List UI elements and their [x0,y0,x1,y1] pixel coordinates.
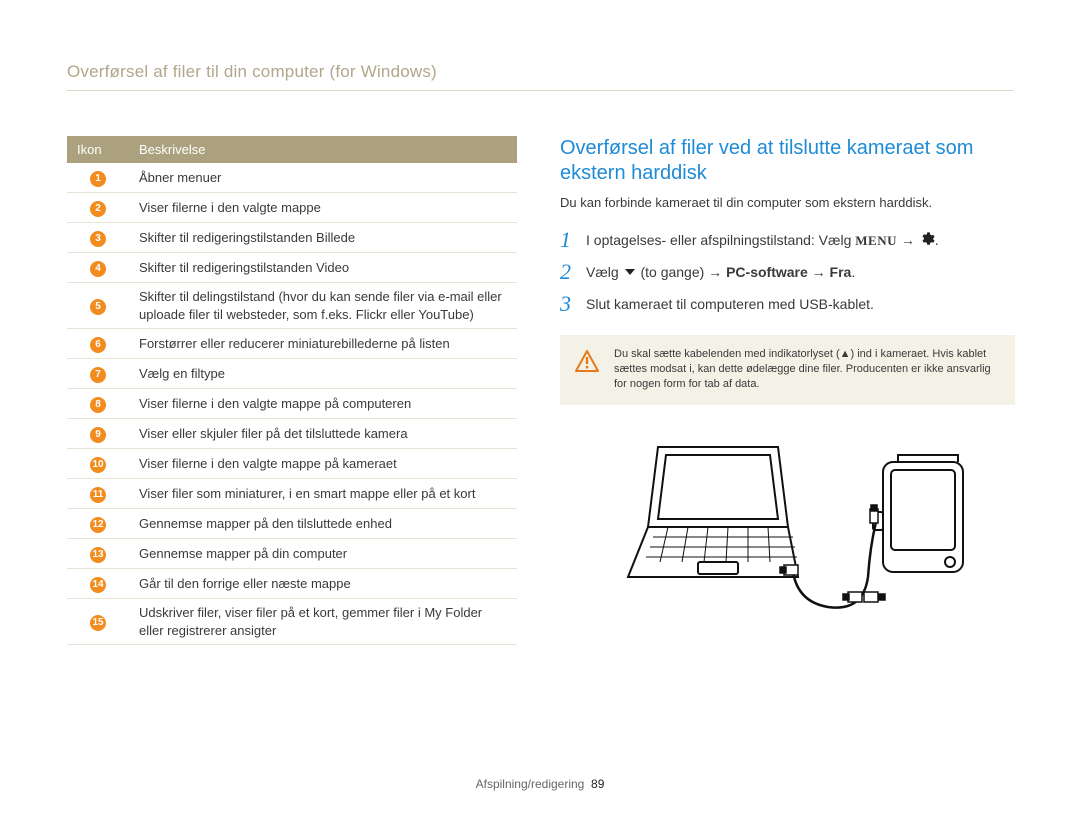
step-num-2: 2 [560,261,586,283]
icon-cell: 2 [67,193,129,223]
icon-cell: 1 [67,163,129,193]
icon-cell: 6 [67,329,129,359]
desc-cell: Udskriver filer, viser filer på et kort,… [129,599,517,645]
number-badge: 4 [90,261,106,277]
desc-cell: Skifter til redigeringstilstanden Video [129,253,517,283]
desc-cell: Viser filerne i den valgte mappe [129,193,517,223]
table-row: 13 Gennemse mapper på din computer [67,539,517,569]
desc-cell: Viser filer som miniaturer, i en smart m… [129,479,517,509]
s2-arrow: → [808,264,830,280]
table-row: 10 Viser filerne i den valgte mappe på ka… [67,449,517,479]
icon-cell: 4 [67,253,129,283]
table-row: 15 Udskriver filer, viser filer på et kor… [67,599,517,645]
warning-icon [574,349,600,378]
desc-cell: Skifter til delingstilstand (hvor du kan… [129,283,517,329]
desc-cell: Går til den forrige eller næste mappe [129,569,517,599]
number-badge: 10 [90,457,106,473]
table-row: 6 Forstørrer eller reducerer miniaturebil… [67,329,517,359]
th-icon: Ikon [67,136,129,163]
desc-cell: Viser eller skjuler filer på det tilslut… [129,419,517,449]
page-header: Overførsel af filer til din computer (fo… [67,62,437,82]
desc-cell: Vælg en filtype [129,359,517,389]
number-badge: 13 [90,547,106,563]
table-row: 3 Skifter til redigeringstilstanden Bille… [67,223,517,253]
s1-pre: I optagelses- eller afspilningstilstand:… [586,232,855,248]
table-row: 12 Gennemse mapper på den tilsluttede enh… [67,509,517,539]
gear-icon [919,231,935,252]
s2-pre: Vælg [586,264,623,280]
desc-cell: Viser filerne i den valgte mappe på comp… [129,389,517,419]
s1-post: . [935,232,939,248]
step-3: 3 Slut kameraet til computeren med USB-k… [560,294,1015,315]
table-row: 7 Vælg en filtype [67,359,517,389]
warning-text: Du skal sætte kabelenden med indikatorly… [614,347,1001,393]
table-row: 1 Åbner menuer [67,163,517,193]
right-column: Overførsel af filer ved at tilslutte kam… [560,136,1015,642]
step-num-1: 1 [560,229,586,251]
footer-section: Afspilning/redigering [476,777,585,791]
left-column: Ikon Beskrivelse 1 Åbner menuer 2 Viser fil… [67,136,517,645]
icon-cell: 5 [67,283,129,329]
icon-cell: 8 [67,389,129,419]
s2-mid: (to gange) → [637,264,727,280]
desc-cell: Gennemse mapper på din computer [129,539,517,569]
number-badge: 1 [90,171,106,187]
number-badge: 6 [90,337,106,353]
table-row: 4 Skifter til redigeringstilstanden Video [67,253,517,283]
table-row: 5 Skifter til delingstilstand (hvor du ka… [67,283,517,329]
step-text-1: I optagelses- eller afspilningstilstand:… [586,230,1015,252]
page-footer: Afspilning/redigering 89 [0,777,1080,791]
icon-cell: 7 [67,359,129,389]
s2-bold2: Fra [830,264,852,280]
icon-cell: 9 [67,419,129,449]
icon-cell: 15 [67,599,129,645]
icon-cell: 13 [67,539,129,569]
footer-page: 89 [591,777,604,791]
number-badge: 9 [90,427,106,443]
icon-cell: 14 [67,569,129,599]
warning-box: Du skal sætte kabelenden med indikatorly… [560,335,1015,405]
step-text-3: Slut kameraet til computeren med USB-kab… [586,294,1015,314]
number-badge: 5 [90,299,106,315]
number-badge: 8 [90,397,106,413]
table-row: 8 Viser filerne i den valgte mappe på com… [67,389,517,419]
desc-cell: Viser filerne i den valgte mappe på kame… [129,449,517,479]
table-row: 11 Viser filer som miniaturer, i en smart… [67,479,517,509]
number-badge: 12 [90,517,106,533]
th-desc: Beskrivelse [129,136,517,163]
table-row: 2 Viser filerne i den valgte mappe [67,193,517,223]
number-badge: 2 [90,201,106,217]
desc-cell: Skifter til redigeringstilstanden Billed… [129,223,517,253]
s2-post: . [851,264,855,280]
icon-table: Ikon Beskrivelse 1 Åbner menuer 2 Viser fil… [67,136,517,645]
number-badge: 15 [90,615,106,631]
menu-icon: MENU [855,233,897,248]
section-intro: Du kan forbinde kameraet til din compute… [560,194,1015,212]
icon-cell: 10 [67,449,129,479]
s2-bold1: PC-software [726,264,808,280]
desc-cell: Forstørrer eller reducerer miniaturebill… [129,329,517,359]
step-2: 2 Vælg (to gange) → PC-software → Fra. [560,262,1015,283]
s1-arrow: → [897,232,919,248]
step-1: 1 I optagelses- eller afspilningstilstan… [560,230,1015,252]
step-num-3: 3 [560,293,586,315]
desc-cell: Gennemse mapper på den tilsluttede enhed [129,509,517,539]
desc-cell: Åbner menuer [129,163,517,193]
number-badge: 7 [90,367,106,383]
icon-cell: 12 [67,509,129,539]
table-row: 14 Går til den forrige eller næste mappe [67,569,517,599]
step-text-2: Vælg (to gange) → PC-software → Fra. [586,262,1015,283]
number-badge: 3 [90,231,106,247]
chevron-down-icon [623,263,637,283]
connection-illustration [560,427,1015,642]
section-title: Overførsel af filer ved at tilslutte kam… [560,136,1015,186]
icon-cell: 3 [67,223,129,253]
table-row: 9 Viser eller skjuler filer på det tilslu… [67,419,517,449]
header-rule [67,90,1013,91]
icon-cell: 11 [67,479,129,509]
number-badge: 11 [90,487,106,503]
number-badge: 14 [90,577,106,593]
